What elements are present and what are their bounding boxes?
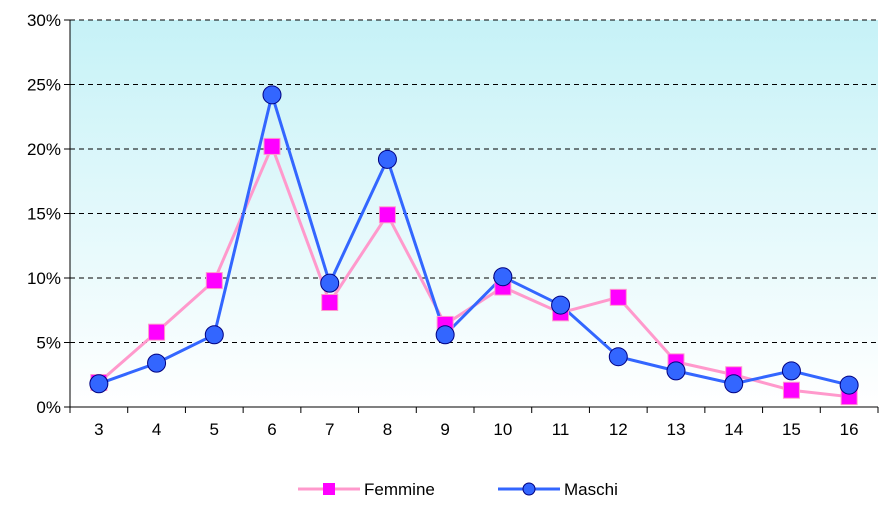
legend-label-femmine: Femmine [364, 480, 435, 499]
legend-marker-femmine [323, 483, 335, 495]
x-tick-label: 6 [267, 420, 276, 439]
x-tick-label: 14 [724, 420, 743, 439]
data-point-maschi [320, 273, 340, 293]
x-tick-label: 16 [840, 420, 859, 439]
y-tick-label: 10% [27, 269, 61, 288]
data-point-maschi [551, 295, 571, 315]
series-group [89, 85, 859, 406]
legend-label-maschi: Maschi [564, 480, 618, 499]
x-tick-label: 9 [440, 420, 449, 439]
data-point-maschi [262, 85, 282, 105]
axes [64, 19, 879, 413]
y-axis-labels: 0% 5% 10% 15% 20% 25% 30% [27, 11, 61, 417]
data-point-maschi [377, 149, 397, 169]
y-tick-label: 0% [36, 398, 61, 417]
data-point-femmine [609, 288, 627, 306]
data-point-femmine [263, 137, 281, 155]
data-point-maschi [839, 375, 859, 395]
y-tick-label: 15% [27, 205, 61, 224]
plot-area [70, 20, 878, 407]
x-tick-label: 11 [552, 420, 570, 439]
data-point-maschi [781, 361, 801, 381]
x-tick-label: 13 [667, 420, 686, 439]
data-point-maschi [435, 325, 455, 345]
data-point-maschi [608, 347, 628, 367]
legend-marker-maschi [522, 482, 536, 496]
data-point-femmine [148, 323, 166, 341]
x-tick-label: 8 [383, 420, 392, 439]
data-point-maschi [204, 325, 224, 345]
x-tick-label: 5 [210, 420, 219, 439]
y-tick-label: 20% [27, 140, 61, 159]
legend: Femmine Maschi [298, 480, 618, 499]
y-tick-label: 30% [27, 11, 61, 30]
data-point-femmine [321, 294, 339, 312]
data-point-femmine [782, 381, 800, 399]
data-point-maschi [724, 374, 744, 394]
y-tick-label: 25% [27, 76, 61, 95]
x-tick-label: 4 [152, 420, 161, 439]
series-line-maschi [98, 89, 850, 387]
x-axis-labels: 3 4 5 6 7 8 9 10 11 12 13 14 15 16 [94, 420, 858, 439]
x-tick-label: 12 [609, 420, 628, 439]
x-tick-label: 10 [493, 420, 512, 439]
x-tick-label: 3 [94, 420, 103, 439]
x-tick-label: 15 [782, 420, 801, 439]
data-point-femmine [205, 272, 223, 290]
data-point-maschi [89, 374, 109, 394]
data-point-maschi [666, 361, 686, 381]
data-point-maschi [147, 353, 167, 373]
x-tick-label: 7 [325, 420, 334, 439]
y-tick-label: 5% [36, 334, 61, 353]
data-point-femmine [378, 206, 396, 224]
data-point-maschi [493, 267, 513, 287]
